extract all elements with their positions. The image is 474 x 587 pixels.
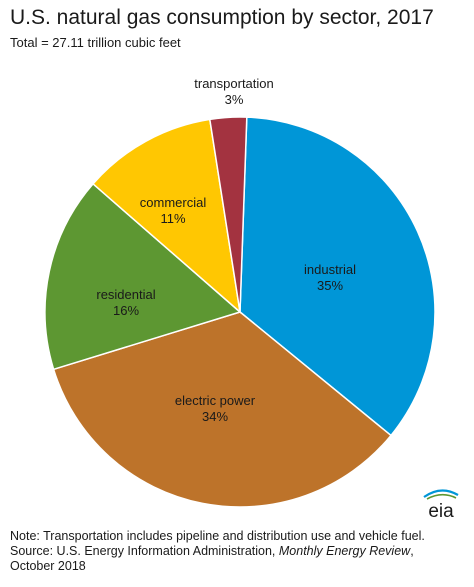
footer-source: Source: U.S. Energy Information Administ… [10,544,470,559]
source-prefix: Source: U.S. Energy Information Administ… [10,544,279,558]
slice-label-commercial: commercial [140,195,207,210]
source-date: October 2018 [10,559,86,573]
logo-text: eia [428,501,454,521]
source-publication: Monthly Energy Review [278,544,411,558]
slice-commercial [91,118,242,314]
slice-electric-power [52,311,393,508]
chart-subtitle: Total = 27.11 trillion cubic feet [10,35,181,50]
footer-note: Note: Transportation includes pipeline a… [10,529,425,543]
slice-label-transportation: transportation [194,76,274,91]
slice-label-electric-power: electric power [175,393,256,408]
slice-transportation [208,116,248,313]
chart-title: U.S. natural gas consumption by sector, … [10,6,434,29]
slice-label-industrial: industrial [304,262,356,277]
pie-slices [44,116,436,508]
logo-arc-green [426,493,457,500]
source-suffix: , [410,544,414,558]
slice-residential [44,182,242,371]
eia-logo: eia [423,489,459,521]
chart-footer: Note: Transportation includes pipeline a… [10,529,470,574]
slice-value-industrial: 35% [317,278,343,293]
logo-arc-blue [423,489,459,498]
slice-value-electric-power: 34% [202,409,228,424]
slice-industrial [239,116,436,437]
slice-label-residential: residential [96,287,155,302]
slice-value-transportation: 3% [225,92,244,107]
slice-value-residential: 16% [113,303,139,318]
slice-value-commercial: 11% [160,211,185,226]
